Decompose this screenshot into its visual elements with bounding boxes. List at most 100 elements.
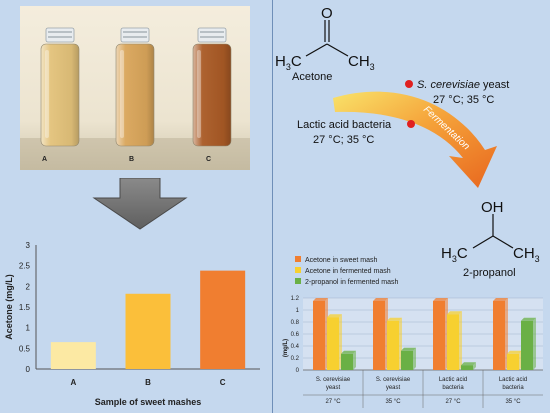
category-label-line2: bacteria [442,385,464,391]
propanol-structure: OH H3C CH3 2-propanol [441,199,540,279]
bottle-a: A [40,27,80,163]
yeast-temperatures: 27 °C; 35 °C [433,94,494,106]
acetone-left-methyl: H3C [275,53,302,72]
bar-top-face [401,347,416,351]
bar [387,320,399,370]
legend-swatch [295,256,301,262]
bar [373,301,385,370]
bar-top-face [521,317,536,321]
legend-swatch [295,278,301,284]
bottle-cap [197,27,227,43]
y-tick-label: 0.5 [19,344,31,353]
lab-temperatures: 27 °C; 35 °C [313,134,374,146]
grouped-y-axis-label: (mg/L) [283,339,289,357]
bottle-glass [115,43,155,147]
acetone-bar-chart: Acetone (mg/L) Sample of sweet mashes 0 0… [0,235,272,413]
category-label-line1: Lactic acid [439,377,467,383]
propanol-hydroxyl: OH [481,199,504,216]
bar-top-face [341,350,356,354]
bar [433,301,445,370]
category-label-line1: S. cerevisiae [316,377,351,383]
bar [461,365,473,370]
bottle-glass [40,43,80,147]
bar [327,317,339,370]
bar-side-face [353,350,356,370]
y-tick-label: 0.6 [291,332,300,338]
bottle-highlight [197,50,201,138]
y-tick-label: 1 [26,324,31,333]
concentration-grouped-chart: (mg/L) Acetone in sweet mash Acetone in f… [283,256,543,408]
bar [521,320,533,370]
legend-entry: Acetone in sweet mash [305,257,377,264]
bottle-label: B [129,156,134,163]
y-tick-label: 2 [26,282,31,291]
bottle-c: C [192,27,232,163]
x-axis-label: Sample of sweet mashes [95,397,202,407]
bar-top-face [327,314,342,318]
bottle-thread [200,36,224,38]
legend-entry: 2-propanol in fermented mash [305,279,398,286]
y-tick-label: 0.4 [291,344,300,350]
y-tick-label: 1.2 [291,296,300,302]
down-arrow-icon [92,178,188,230]
bottle-b: B [115,27,155,163]
yeast-organism-line: S. cerevisiae yeast [417,79,509,91]
category-label-line1: Lactic acid [499,377,527,383]
bar-top-face [373,298,388,301]
bar [493,301,505,370]
acetone-right-methyl: CH3 [348,53,375,72]
bottle-label: C [206,156,211,163]
category-label-line2: yeast [386,385,401,391]
y-tick-label: 1 [296,308,300,314]
acetone-oxygen: O [321,5,333,22]
y-tick-label: 0.2 [291,356,300,362]
bar-top-face [447,311,462,315]
y-axis-label: Acetone (mg/L) [4,274,14,340]
bar-top-face [507,350,522,354]
bottle-thread [48,31,72,33]
x-tick-label: A [70,378,76,387]
bar-top-face [387,317,402,321]
x-tick-label: B [145,378,151,387]
bar-side-face [459,311,462,370]
category-temperature: 35 °C [505,399,521,405]
fermentation-arrow-icon [333,91,497,188]
acetone-name: Acetone [292,71,332,83]
category-temperature: 27 °C [445,399,461,405]
bar [401,350,413,370]
bar-a [50,342,96,369]
bar-top-face [493,298,508,301]
bar [447,314,459,370]
propanol-left-methyl: H3C [441,245,468,264]
bottle-label: A [42,156,47,163]
bar [341,353,353,370]
bottle-thread [123,36,147,38]
bottle-thread [200,31,224,33]
category-label-line1: S. cerevisiae [376,377,411,383]
acetone-structure: O H3C CH3 Acetone [275,5,375,83]
lab-name: Lactic acid bacteria [297,119,392,131]
sample-photo: A B C [20,6,250,170]
bottle-thread [48,36,72,38]
bottle-cap [120,27,150,43]
bar [507,353,519,370]
category-label-line2: bacteria [502,385,524,391]
bar-c [200,270,246,369]
bar-side-face [413,347,416,370]
category-label-line2: yeast [326,385,341,391]
category-temperature: 27 °C [325,399,341,405]
bottle-thread [123,31,147,33]
bar-side-face [533,317,536,370]
y-tick-label: 0 [26,365,31,374]
yeast-marker [405,80,413,88]
panel-divider [272,0,273,413]
bottle-highlight [120,50,124,138]
propanol-name: 2-propanol [463,267,516,279]
y-tick-label: 2.5 [19,262,31,271]
y-tick-label: 0.8 [291,320,300,326]
bar-top-face [461,362,476,366]
bottle-highlight [45,50,49,138]
reaction-scheme: O H3C CH3 Acetone Fermentation S. cerevi… [275,5,540,279]
bar-side-face [473,362,476,370]
y-tick-label: 1.5 [19,303,31,312]
